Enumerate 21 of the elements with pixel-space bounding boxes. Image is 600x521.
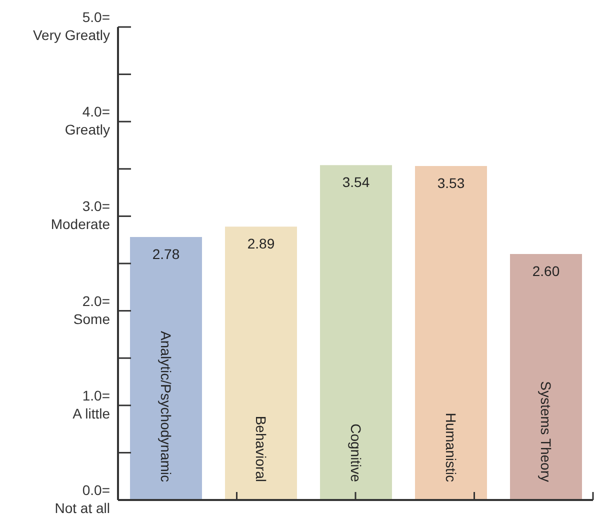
x-tick-label: Behavioral xyxy=(253,416,269,482)
bar xyxy=(130,237,202,500)
data-label: 2.60 xyxy=(532,262,560,279)
y-tick-label: 3.0= Moderate xyxy=(50,198,110,232)
x-tick-label: Systems Theory xyxy=(538,381,554,482)
x-tick-label: Humanistic xyxy=(443,412,459,482)
data-label: 3.54 xyxy=(342,174,370,190)
bar xyxy=(320,165,392,500)
data-label: 2.78 xyxy=(152,246,180,262)
x-tick-label: Cognitive xyxy=(348,424,364,482)
y-tick-label: 2.0= Some xyxy=(73,292,110,327)
data-label: 3.53 xyxy=(437,175,465,191)
data-label: 2.89 xyxy=(247,236,275,252)
y-tick-label: 1.0= A little xyxy=(72,387,110,422)
x-tick-label: Analytic/Psychodynamic xyxy=(158,331,174,482)
bar xyxy=(225,226,297,500)
y-tick-label: 5.0= Very Greatly xyxy=(32,9,110,43)
y-tick-label: 0.0= Not at all xyxy=(54,482,110,516)
bar xyxy=(510,254,582,500)
bar xyxy=(415,166,487,500)
y-tick-label: 4.0= Greatly xyxy=(64,104,110,138)
